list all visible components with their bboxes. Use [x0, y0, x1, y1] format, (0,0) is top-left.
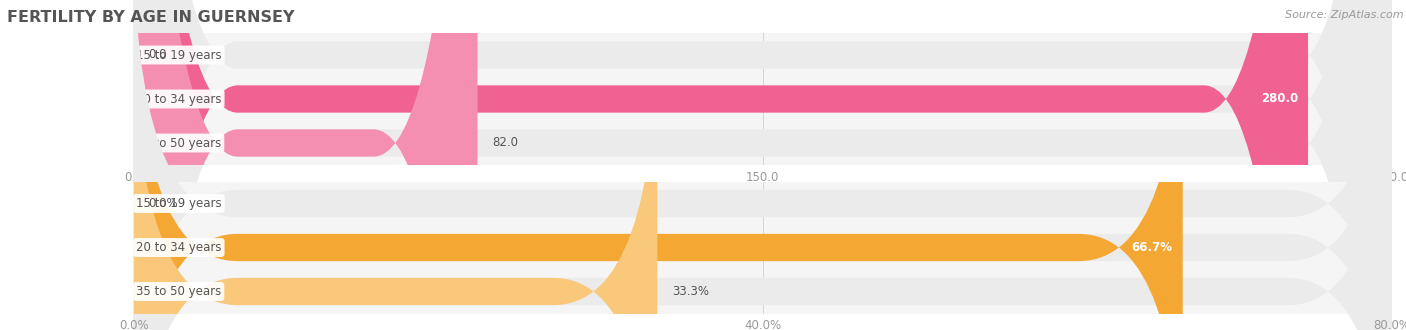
Text: 82.0: 82.0	[492, 137, 519, 149]
Text: Source: ZipAtlas.com: Source: ZipAtlas.com	[1285, 10, 1403, 20]
FancyBboxPatch shape	[134, 0, 1392, 330]
Text: 0.0%: 0.0%	[149, 197, 179, 210]
FancyBboxPatch shape	[134, 0, 1182, 330]
Text: 20 to 34 years: 20 to 34 years	[136, 92, 222, 106]
FancyBboxPatch shape	[134, 0, 1392, 330]
Text: 15 to 19 years: 15 to 19 years	[136, 49, 222, 61]
Text: 280.0: 280.0	[1261, 92, 1298, 106]
Text: FERTILITY BY AGE IN GUERNSEY: FERTILITY BY AGE IN GUERNSEY	[7, 10, 294, 25]
FancyBboxPatch shape	[134, 0, 1392, 330]
Text: 0.0: 0.0	[149, 49, 167, 61]
Text: 33.3%: 33.3%	[672, 285, 710, 298]
FancyBboxPatch shape	[134, 0, 478, 330]
Text: 35 to 50 years: 35 to 50 years	[136, 137, 221, 149]
FancyBboxPatch shape	[134, 14, 658, 330]
FancyBboxPatch shape	[134, 14, 1392, 330]
FancyBboxPatch shape	[134, 0, 1308, 330]
FancyBboxPatch shape	[134, 0, 1392, 330]
FancyBboxPatch shape	[134, 0, 1392, 330]
Text: 20 to 34 years: 20 to 34 years	[136, 241, 222, 254]
Text: 35 to 50 years: 35 to 50 years	[136, 285, 221, 298]
Text: 15 to 19 years: 15 to 19 years	[136, 197, 222, 210]
Text: 66.7%: 66.7%	[1132, 241, 1173, 254]
